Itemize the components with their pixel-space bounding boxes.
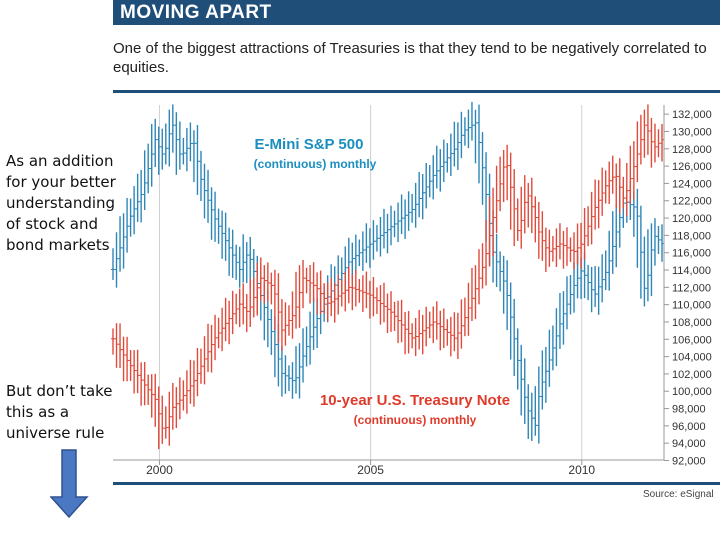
note-line: bond markets [6,236,110,254]
y-tick-label: 94,000 [672,438,706,450]
bottom-rule [113,482,720,485]
y-tick-label: 124,000 [672,178,712,190]
header-bar [113,0,720,25]
y-tick-label: 114,000 [672,265,711,277]
note-line: understanding [6,194,116,212]
y-tick-label: 104,000 [672,352,712,364]
note-line: But don’t take [6,382,113,400]
y-tick-label: 108,000 [672,317,712,329]
y-tick-label: 116,000 [672,248,711,260]
note-line: universe rule [6,424,105,442]
note-line: this as a [6,403,70,421]
y-tick-label: 126,000 [672,161,712,173]
down-arrow-icon [50,449,89,519]
x-tick-label: 2010 [568,463,595,477]
x-tick-label: 2005 [357,463,384,477]
chart-subtitle: One of the biggest attractions of Treasu… [113,40,707,76]
y-tick-label: 92,000 [672,456,706,468]
chart-title: MOVING APART [120,2,272,23]
top-rule [113,90,720,93]
y-tick-label: 100,000 [672,386,712,398]
series-equity [111,102,664,444]
y-tick-label: 102,000 [672,369,712,381]
y-tick-label: 120,000 [672,213,712,225]
y-tick-label: 110,000 [672,300,711,312]
note-line: As an addition [6,152,114,170]
y-tick-label: 132,000 [672,109,712,121]
series-label-treasury: 10-year U.S. Treasury Note [320,392,510,409]
note-line: for your better [6,173,116,191]
y-tick-label: 96,000 [672,421,706,433]
x-tick-label: 2000 [146,463,173,477]
y-tick-label: 112,000 [672,282,711,294]
note-line: of stock and [6,215,99,233]
series-subtitle-treasury: (continuous) monthly [354,413,477,427]
y-tick-label: 128,000 [672,144,712,156]
y-tick-label: 122,000 [672,196,712,208]
y-tick-label: 98,000 [672,404,706,416]
side-note-caution: But don’t take this as a universe rule [6,381,113,444]
source-credit: Source: eSignal [643,489,714,500]
side-note-addition: As an addition for your better understan… [6,151,116,256]
y-tick-label: 106,000 [672,334,712,346]
y-tick-label: 130,000 [672,126,712,138]
series-treasury [111,104,664,450]
series-label-equity: E-Mini S&P 500 [255,136,364,153]
series-subtitle-equity: (continuous) monthly [254,157,377,171]
y-tick-label: 118,000 [672,230,711,242]
